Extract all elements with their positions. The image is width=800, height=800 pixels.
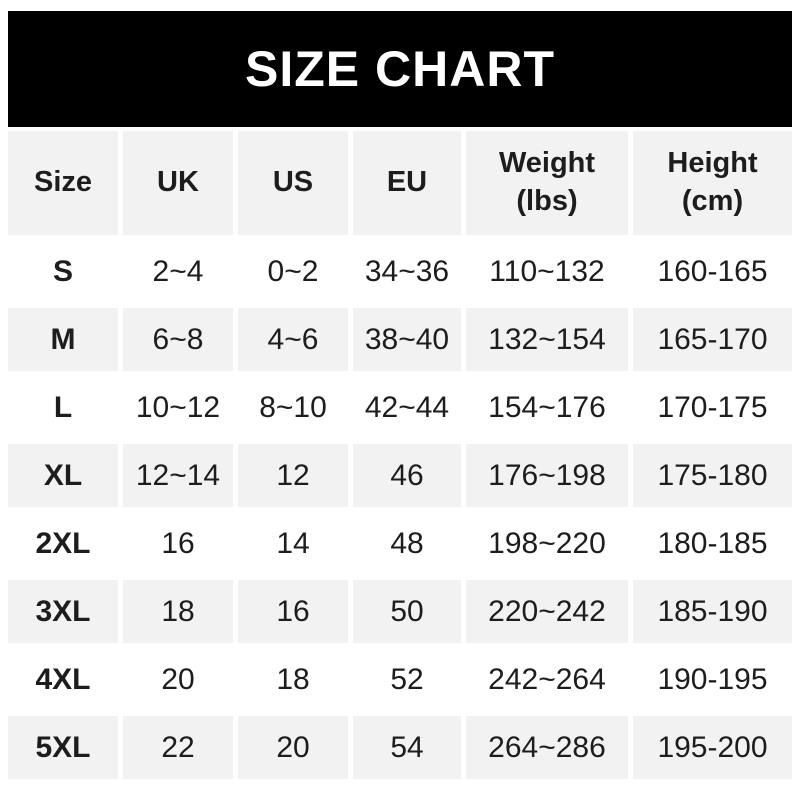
column-header-sub: (lbs) <box>516 185 578 217</box>
column-header-label: Size <box>33 166 93 199</box>
cell-weight: 220~242 <box>466 580 628 643</box>
page-title: SIZE CHART <box>245 41 555 97</box>
cell-uk: 20 <box>123 648 233 711</box>
cell-us: 14 <box>238 512 348 575</box>
cell-weight: 176~198 <box>466 444 628 507</box>
cell-eu: 54 <box>353 716 461 779</box>
cell-us: 0~2 <box>238 240 348 303</box>
cell-size: 4XL <box>8 648 118 711</box>
cell-size: 3XL <box>8 580 118 643</box>
column-header-weight: Weight (lbs) <box>466 131 628 235</box>
cell-size: XL <box>8 444 118 507</box>
cell-eu: 46 <box>353 444 461 507</box>
cell-eu: 50 <box>353 580 461 643</box>
cell-us: 20 <box>238 716 348 779</box>
cell-height: 175-180 <box>633 444 792 507</box>
cell-height: 195-200 <box>633 716 792 779</box>
cell-eu: 42~44 <box>353 376 461 439</box>
banner: SIZE CHART <box>8 11 792 127</box>
cell-height: 160-165 <box>633 240 792 303</box>
cell-us: 12 <box>238 444 348 507</box>
cell-eu: 38~40 <box>353 308 461 371</box>
cell-us: 8~10 <box>238 376 348 439</box>
cell-weight: 154~176 <box>466 376 628 439</box>
size-table: Size UK US EU Weight (lbs) Height (cm) <box>8 131 792 779</box>
cell-uk: 22 <box>123 716 233 779</box>
column-header-us: US <box>238 131 348 235</box>
column-header-label: US <box>272 166 314 199</box>
cell-size: 2XL <box>8 512 118 575</box>
cell-height: 180-185 <box>633 512 792 575</box>
cell-uk: 2~4 <box>123 240 233 303</box>
cell-size: L <box>8 376 118 439</box>
cell-height: 170-175 <box>633 376 792 439</box>
column-header-height: Height (cm) <box>633 131 792 235</box>
cell-uk: 16 <box>123 512 233 575</box>
column-header-label: Height <box>667 147 758 180</box>
column-header-sub: (cm) <box>681 185 744 217</box>
cell-size: S <box>8 240 118 303</box>
cell-weight: 242~264 <box>466 648 628 711</box>
cell-size: M <box>8 308 118 371</box>
cell-uk: 10~12 <box>123 376 233 439</box>
cell-weight: 110~132 <box>466 240 628 303</box>
cell-height: 185-190 <box>633 580 792 643</box>
cell-us: 18 <box>238 648 348 711</box>
cell-size: 5XL <box>8 716 118 779</box>
cell-uk: 6~8 <box>123 308 233 371</box>
cell-uk: 12~14 <box>123 444 233 507</box>
column-header-uk: UK <box>123 131 233 235</box>
column-header-eu: EU <box>353 131 461 235</box>
cell-eu: 52 <box>353 648 461 711</box>
cell-weight: 132~154 <box>466 308 628 371</box>
cell-uk: 18 <box>123 580 233 643</box>
column-header-label: UK <box>157 166 199 199</box>
cell-us: 4~6 <box>238 308 348 371</box>
cell-weight: 264~286 <box>466 716 628 779</box>
column-header-label: EU <box>386 166 428 199</box>
cell-eu: 48 <box>353 512 461 575</box>
cell-eu: 34~36 <box>353 240 461 303</box>
cell-weight: 198~220 <box>466 512 628 575</box>
column-header-label: Weight <box>498 147 596 180</box>
column-header-size: Size <box>8 131 118 235</box>
cell-us: 16 <box>238 580 348 643</box>
cell-height: 190-195 <box>633 648 792 711</box>
cell-height: 165-170 <box>633 308 792 371</box>
